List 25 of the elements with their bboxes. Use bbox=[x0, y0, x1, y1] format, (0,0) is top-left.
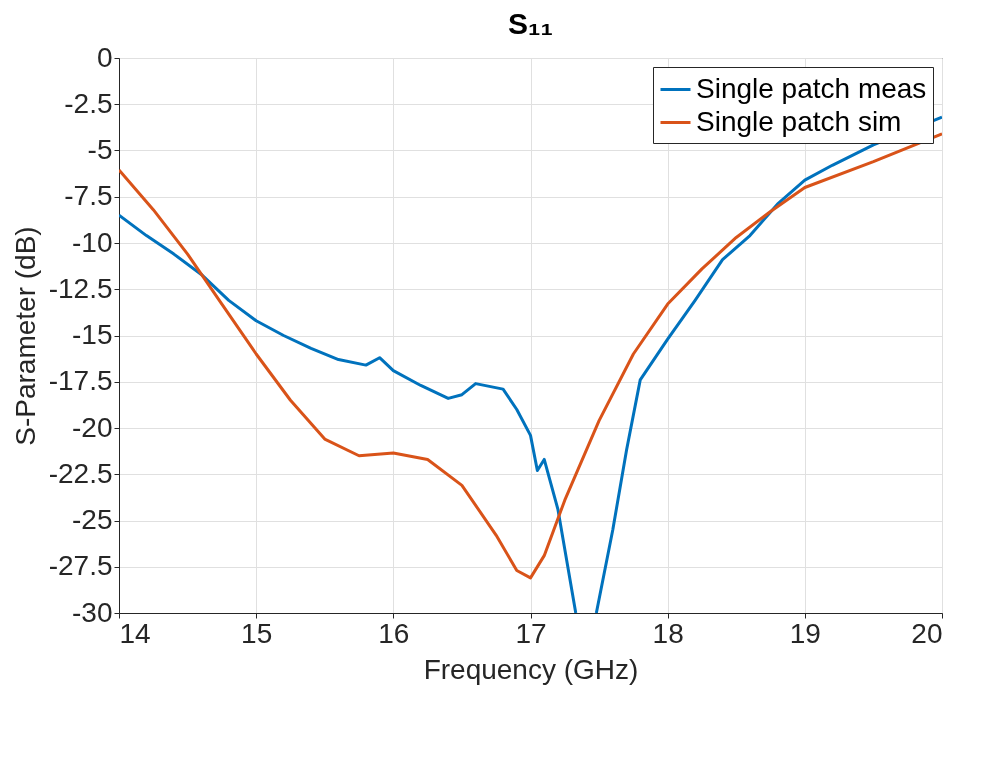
y-tick-label: 0 bbox=[96, 41, 113, 73]
y-tick-label: -22.5 bbox=[48, 457, 113, 489]
x-tick-label: 20 bbox=[911, 617, 943, 649]
x-tick-label: 19 bbox=[789, 617, 821, 649]
y-axis-title: S-Parameter (dB) bbox=[9, 226, 41, 446]
x-tick-label: 14 bbox=[119, 617, 151, 649]
y-tick-label: -17.5 bbox=[48, 365, 113, 397]
legend-label: Single patch sim bbox=[696, 105, 902, 137]
y-tick-label: -5 bbox=[87, 134, 113, 165]
y-tick-label: -30 bbox=[72, 596, 113, 628]
y-tick-label: -2.5 bbox=[64, 87, 113, 119]
y-tick-label: -27.5 bbox=[48, 550, 113, 582]
x-tick-label: 15 bbox=[241, 617, 273, 649]
x-tick-label: 16 bbox=[378, 617, 410, 649]
y-tick-label: -25 bbox=[72, 504, 113, 535]
x-axis-title: Frequency (GHz) bbox=[423, 653, 639, 685]
y-tick-label: -7.5 bbox=[64, 180, 113, 212]
legend-label: Single patch meas bbox=[696, 72, 927, 104]
y-tick-label: -20 bbox=[72, 411, 113, 443]
x-tick-label: 18 bbox=[652, 617, 684, 649]
y-tick-label: -15 bbox=[72, 319, 113, 350]
y-tick-label: -10 bbox=[72, 226, 113, 258]
y-tick-label: -12.5 bbox=[48, 272, 113, 304]
chart-title: S₁₁ bbox=[508, 7, 553, 40]
x-tick-label: 17 bbox=[515, 617, 547, 649]
